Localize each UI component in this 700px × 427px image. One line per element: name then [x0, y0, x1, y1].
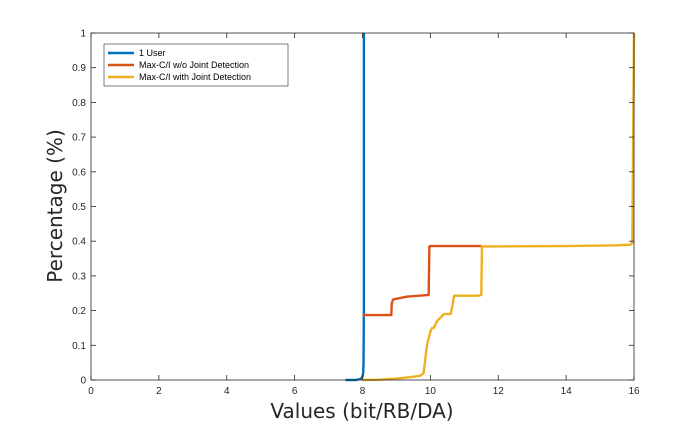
- x-tick-label: 14: [561, 386, 573, 397]
- x-tick-label: 2: [156, 386, 162, 397]
- legend-box: [103, 43, 289, 87]
- legend-label: Max-C/I w/o Joint Detection: [139, 60, 249, 70]
- x-tick-label: 4: [224, 386, 230, 397]
- legend: 1 User Max-C/I w/o Joint Detection Max-C/I…: [103, 43, 289, 87]
- y-tick-label: 0.4: [72, 237, 86, 248]
- y-tick-label: 0.2: [72, 306, 86, 317]
- x-tick-label: 8: [360, 386, 366, 397]
- y-tick-label: 0.9: [72, 63, 86, 74]
- x-axis-title: Values (bit/RB/DA): [270, 399, 453, 423]
- y-tick-label: 0.7: [72, 133, 86, 144]
- x-tick-label: 6: [292, 386, 298, 397]
- ticks-layer: 0 2 4 6 8 10 12 14 16 0 0.1 0.2 0.3 0.4 0.5 0.6 0.7 0.8 0.…: [72, 29, 640, 398]
- series-line-3: [362, 32, 636, 382]
- x-tick-label: 12: [493, 386, 505, 397]
- y-tick-label: 1: [80, 29, 86, 40]
- y-tick-label: 0.8: [72, 98, 86, 109]
- x-tick-label: 10: [425, 386, 437, 397]
- x-tick-label: 0: [88, 386, 94, 397]
- y-tick-label: 0.3: [72, 271, 86, 282]
- y-tick-label: 0.5: [72, 202, 86, 213]
- y-tick-label: 0: [80, 376, 86, 387]
- x-tick-label: 16: [628, 386, 640, 397]
- y-tick-label: 0.1: [72, 341, 86, 352]
- legend-label: Max-C/I with Joint Detection: [139, 72, 251, 82]
- y-tick-label: 0.6: [72, 167, 86, 178]
- series-line-2: [362, 244, 482, 317]
- y-axis-title: Percentage (%): [43, 129, 67, 282]
- legend-label: 1 User: [139, 48, 166, 58]
